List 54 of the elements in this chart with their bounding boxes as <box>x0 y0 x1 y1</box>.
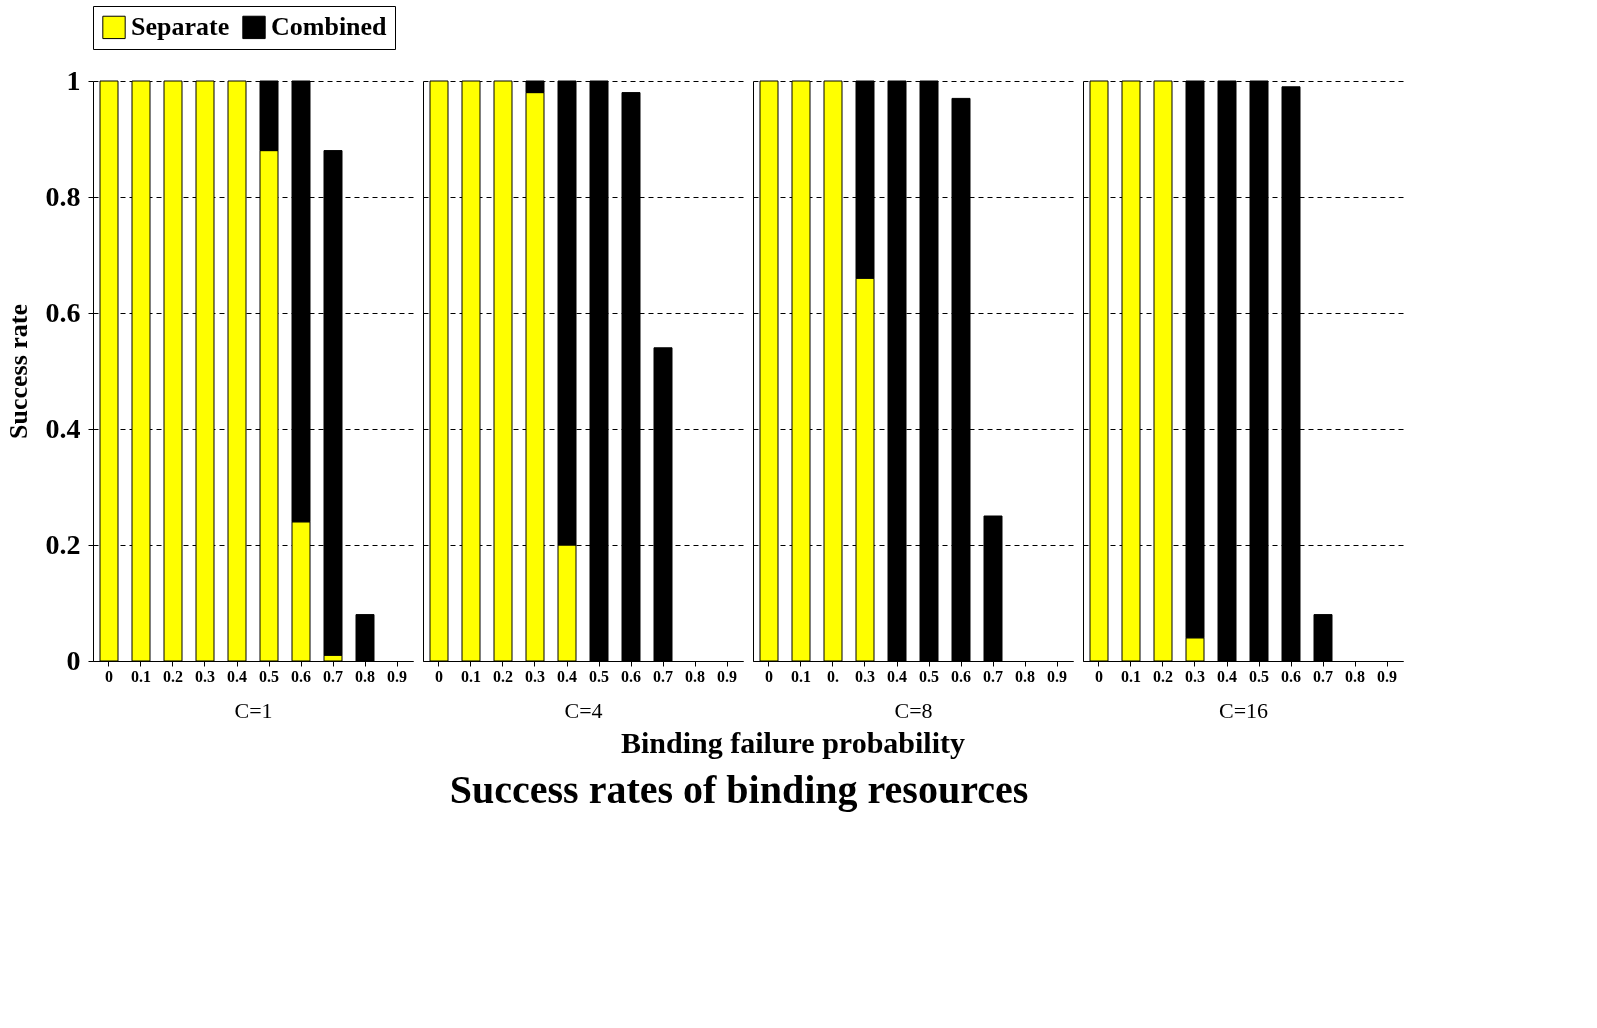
x-tick-label: 0.3 <box>855 667 875 685</box>
x-tick-label: 0.3 <box>1185 667 1205 685</box>
x-tick-label: 0.4 <box>227 667 247 685</box>
x-tick-label: 0.6 <box>951 667 971 685</box>
x-tick-label: 0.7 <box>1313 667 1333 685</box>
x-tick-label: 0.2 <box>163 667 183 685</box>
y-axis-title: Success rate <box>3 303 33 440</box>
x-tick-label: 0.4 <box>887 667 907 685</box>
x-tick-label: 0.9 <box>387 667 407 685</box>
text: Success rates of binding resources <box>449 767 1029 812</box>
x-tick-label: 0.7 <box>983 667 1003 685</box>
x-tick-label: 0.8 <box>685 667 705 685</box>
x-tick-label: 0.5 <box>919 667 939 685</box>
x-tick-label: 0 <box>765 667 773 685</box>
x-tick-label: 0.5 <box>1249 667 1269 685</box>
y-tick-label: 0.4 <box>45 412 81 444</box>
x-tick-label: 0.6 <box>291 667 311 685</box>
y-tick-label: 1 <box>66 64 81 96</box>
x-tick-label: 0.2 <box>493 667 513 685</box>
x-tick-label: 0.2 <box>1153 667 1173 685</box>
y-tick-label: 0.2 <box>45 528 81 560</box>
x-tick-label: 0.6 <box>621 667 641 685</box>
y-tick-label: 0.8 <box>45 180 81 212</box>
legend-label: Separate <box>131 12 230 42</box>
x-tick-label: 0 <box>1095 667 1103 685</box>
x-axis-title: C=16 <box>1218 697 1269 723</box>
x-tick-label: 0.3 <box>525 667 545 685</box>
x-tick-label: 0.8 <box>1345 667 1365 685</box>
y-tick-label: 0.6 <box>45 296 81 328</box>
x-tick-label: 0.1 <box>791 667 811 685</box>
x-axis-title: C=4 <box>564 697 603 723</box>
x-tick-label: 0.1 <box>461 667 481 685</box>
x-tick-label: 0 <box>105 667 113 685</box>
x-tick-label: 0 <box>435 667 443 685</box>
x-tick-label: 0.9 <box>717 667 737 685</box>
x-tick-label: 0.3 <box>195 667 215 685</box>
x-tick-label: 0.4 <box>1217 667 1237 685</box>
x-tick-label: 0.1 <box>131 667 151 685</box>
x-tick-label: 0.5 <box>259 667 279 685</box>
x-axis-title: C=1 <box>234 697 273 723</box>
x-tick-label: 0.4 <box>557 667 577 685</box>
x-tick-label: 0.8 <box>355 667 375 685</box>
x-tick-label: 0.6 <box>1281 667 1301 685</box>
text: Binding failure probability <box>621 726 965 759</box>
x-axis-title: C=8 <box>894 697 933 723</box>
x-tick-label: 0.9 <box>1047 667 1067 685</box>
x-tick-label: 0.7 <box>323 667 343 685</box>
x-tick-label: 0.7 <box>653 667 673 685</box>
x-tick-label: 0.8 <box>1015 667 1035 685</box>
x-tick-label: 0. <box>827 667 839 685</box>
legend-label: Combined <box>271 12 388 42</box>
x-tick-label: 0.9 <box>1377 667 1397 685</box>
x-tick-label: 0.1 <box>1121 667 1141 685</box>
x-tick-label: 0.5 <box>589 667 609 685</box>
